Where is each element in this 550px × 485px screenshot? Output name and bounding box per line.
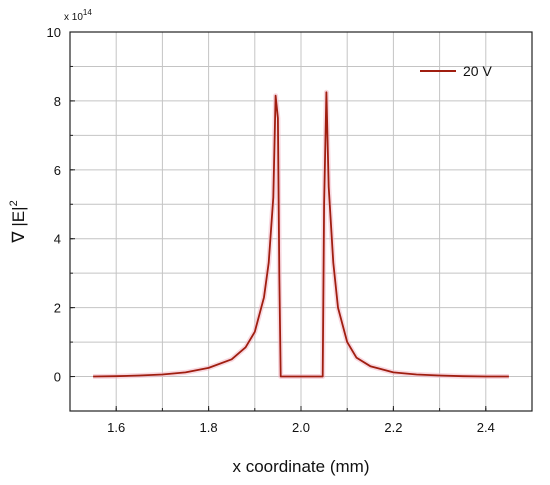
legend: 20 V bbox=[420, 63, 492, 79]
series-line bbox=[93, 91, 509, 378]
y-tick-label: 2 bbox=[54, 301, 61, 316]
x-tick-label: 2.0 bbox=[292, 420, 310, 435]
y-tick-label: 0 bbox=[54, 370, 61, 385]
series-layer bbox=[93, 89, 509, 379]
grid bbox=[69, 31, 533, 412]
x-tick-label: 1.6 bbox=[107, 420, 125, 435]
y-tick-label: 8 bbox=[54, 94, 61, 109]
y-multiplier: x 1014 bbox=[64, 8, 92, 23]
y-tick-label: 10 bbox=[47, 25, 61, 40]
x-tick-label: 1.8 bbox=[200, 420, 218, 435]
y-tick-label: 6 bbox=[54, 163, 61, 178]
x-axis-title: x coordinate (mm) bbox=[233, 457, 370, 476]
x-tick-label: 2.4 bbox=[477, 420, 495, 435]
y-tick-label: 4 bbox=[54, 232, 61, 247]
x-tick-label: 2.2 bbox=[384, 420, 402, 435]
ticks: 1.6 1.8 2.0 2.2 2.4 0 2 4 6 8 10 bbox=[47, 25, 533, 435]
y-axis-title: ∇ |E|2 bbox=[8, 200, 28, 243]
legend-label: 20 V bbox=[463, 63, 492, 79]
